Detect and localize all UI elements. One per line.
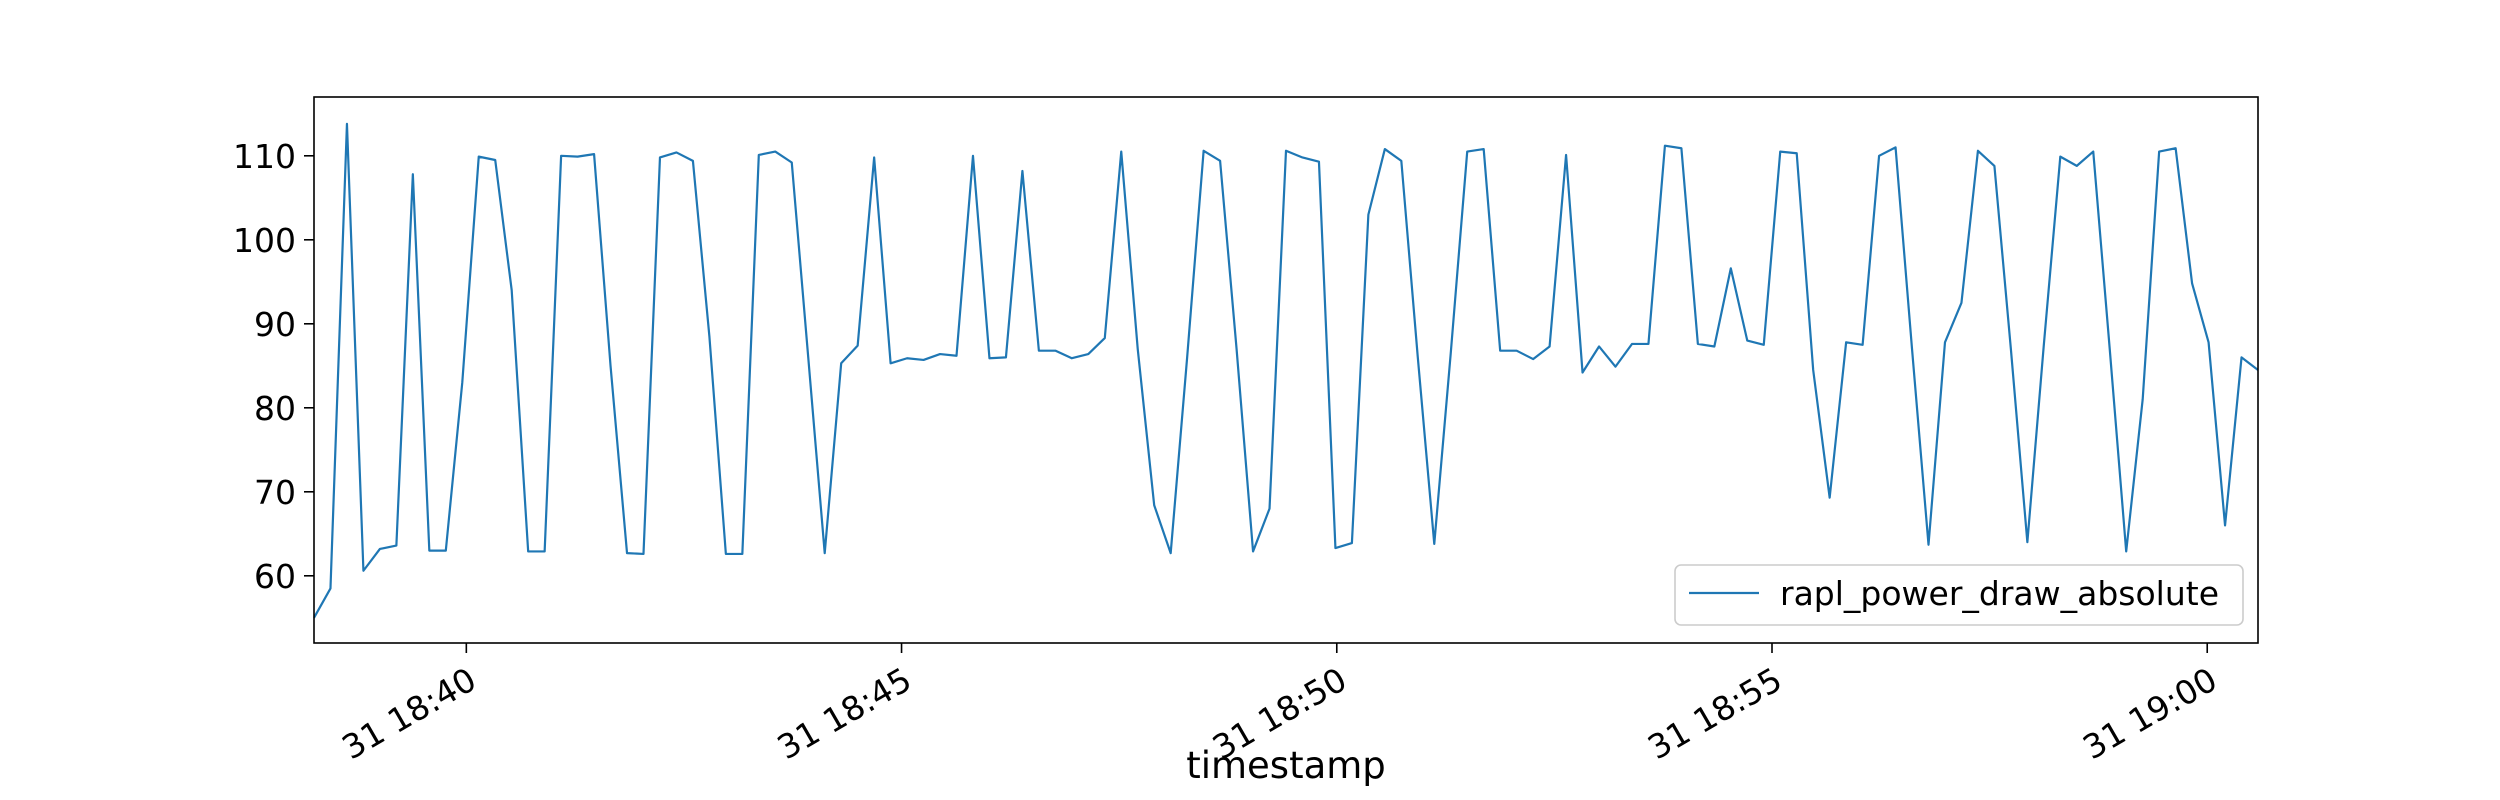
y-tick-label: 60: [254, 557, 296, 596]
x-tick-label: 31 18:40: [335, 660, 482, 768]
legend: rapl_power_draw_absolute: [1674, 564, 2244, 626]
legend-box: [1674, 564, 2244, 626]
x-tick-label: 31 19:00: [2076, 660, 2223, 768]
x-tick-label: 31 18:45: [771, 660, 918, 768]
y-tick-label: 80: [254, 389, 296, 428]
legend-label: rapl_power_draw_absolute: [1780, 574, 2219, 613]
series-line: [313, 122, 2259, 619]
x-tick-label: 31 18:55: [1641, 660, 1788, 768]
plot-frame: [313, 96, 2259, 644]
y-tick-label: 110: [233, 137, 296, 176]
series-layer: [313, 122, 2259, 619]
x-axis-label: timestamp: [1186, 744, 1386, 787]
y-tick-label: 100: [233, 221, 296, 260]
y-tick-label: 70: [254, 473, 296, 512]
y-tick-label: 90: [254, 305, 296, 344]
y-axis: 60 70 80 90 100 110: [233, 137, 314, 596]
